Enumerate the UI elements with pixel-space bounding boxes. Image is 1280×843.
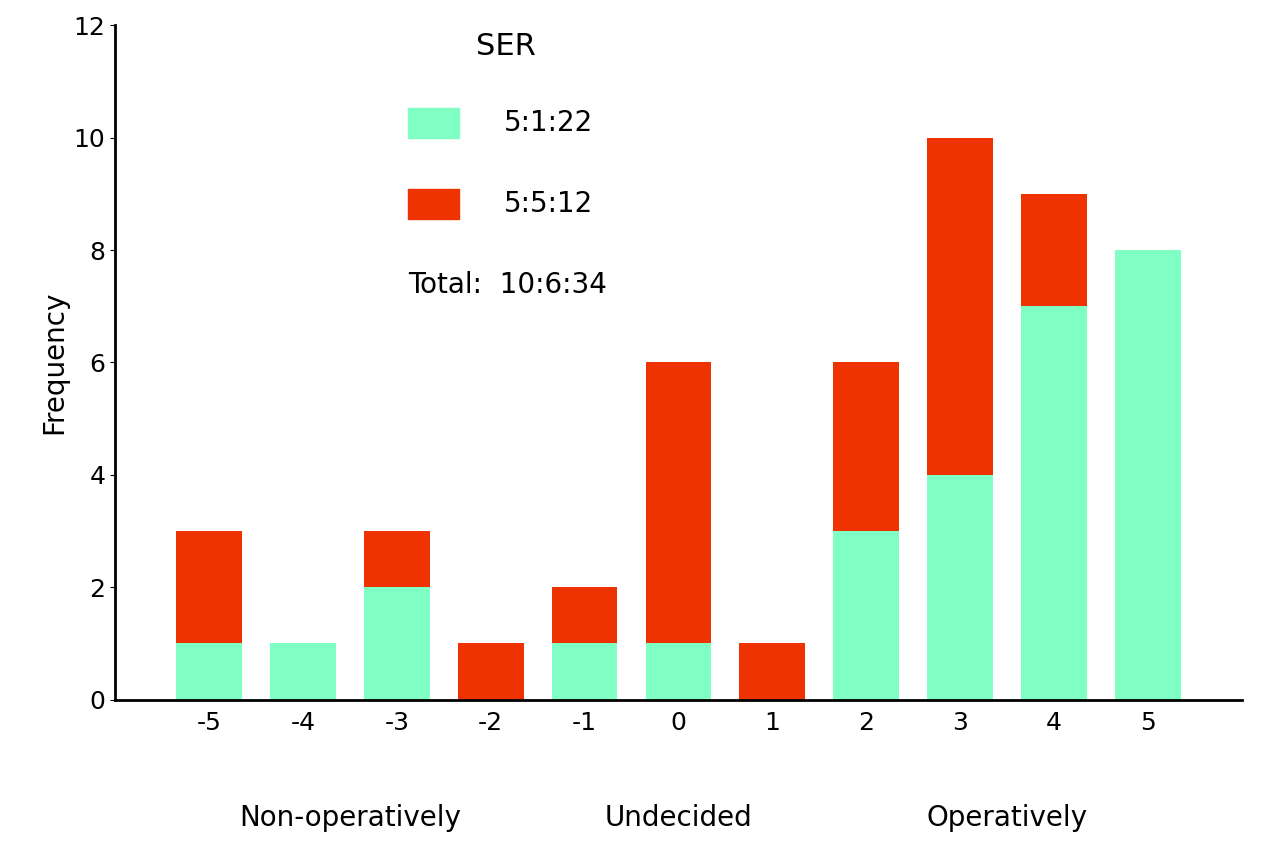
- Bar: [270, 643, 335, 700]
- Text: Undecided: Undecided: [604, 804, 753, 832]
- Bar: [927, 137, 993, 475]
- Bar: [177, 643, 242, 700]
- Y-axis label: Frequency: Frequency: [40, 291, 68, 434]
- FancyBboxPatch shape: [408, 189, 458, 219]
- Bar: [1115, 250, 1180, 700]
- Bar: [645, 643, 712, 700]
- Bar: [552, 588, 617, 643]
- FancyBboxPatch shape: [408, 108, 458, 138]
- Bar: [458, 643, 524, 700]
- Text: Non-operatively: Non-operatively: [239, 804, 461, 832]
- Bar: [833, 362, 899, 531]
- Bar: [1021, 194, 1087, 306]
- Bar: [927, 475, 993, 700]
- Text: Operatively: Operatively: [927, 804, 1088, 832]
- Text: Total:  10:6:34: Total: 10:6:34: [408, 271, 607, 299]
- Bar: [364, 531, 430, 588]
- Bar: [645, 362, 712, 643]
- Bar: [833, 531, 899, 700]
- Text: SER: SER: [476, 32, 535, 61]
- Text: 5:5:12: 5:5:12: [504, 190, 593, 218]
- Bar: [552, 643, 617, 700]
- Bar: [364, 588, 430, 700]
- Bar: [1021, 306, 1087, 700]
- Bar: [177, 531, 242, 643]
- Bar: [740, 643, 805, 700]
- Text: 5:1:22: 5:1:22: [504, 109, 593, 137]
